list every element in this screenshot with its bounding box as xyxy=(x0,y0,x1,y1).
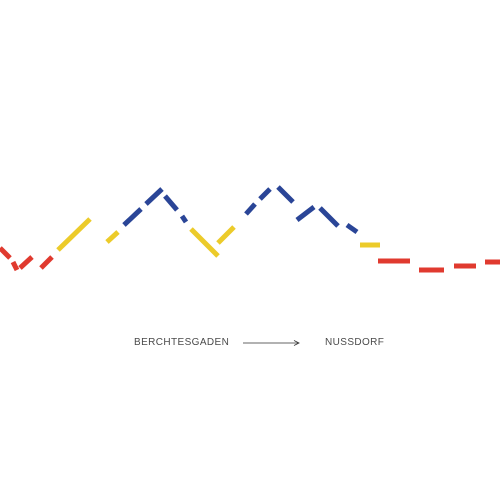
profile-dash-low xyxy=(39,255,54,270)
start-label: BERCHTESGADEN xyxy=(134,337,230,348)
profile-dash-high xyxy=(244,202,257,216)
profile-dash-high xyxy=(295,205,316,222)
profile-dash-high xyxy=(345,222,359,235)
profile-dash-high xyxy=(179,214,189,224)
profile-dash-high xyxy=(258,187,272,201)
profile-dash-high xyxy=(318,206,340,228)
profile-dash-high xyxy=(276,185,295,204)
profile-dash-low xyxy=(10,260,20,272)
profile-dash-high xyxy=(163,194,179,212)
profile-dash-low xyxy=(18,255,34,270)
profile-dash-mid xyxy=(105,230,120,244)
profile-dash-mid xyxy=(216,225,236,245)
profile-dash-high xyxy=(144,187,164,206)
end-label: NUSSDORF xyxy=(325,337,385,348)
profile-dash-mid xyxy=(189,227,220,258)
profile-dash-mid xyxy=(56,217,92,252)
arrow-right-icon xyxy=(243,340,300,346)
profile-dash-high xyxy=(122,207,143,227)
profile-dash-low xyxy=(0,246,12,260)
